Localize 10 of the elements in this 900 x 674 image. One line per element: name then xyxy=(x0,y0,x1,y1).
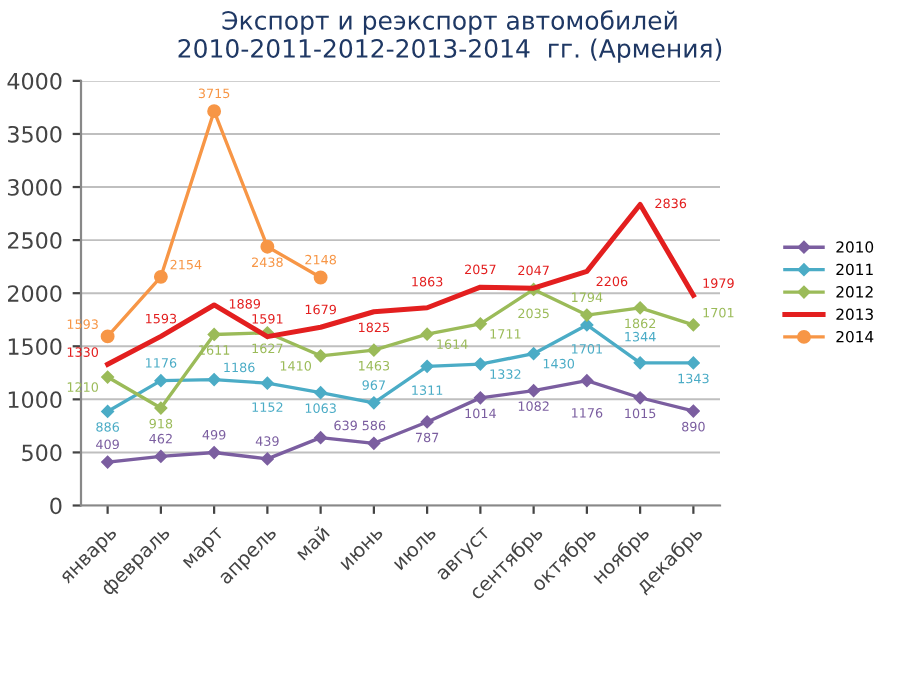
y-tick-label: 1000 xyxy=(8,391,62,409)
y-tick-label: 500 xyxy=(22,444,62,462)
chart-title: Экспорт и реэкспорт автомобилей 2010-2011-2012-2013-2014 гг. (Армения) xyxy=(178,10,722,63)
y-tick-label: 0 xyxy=(50,497,62,515)
y-tick-label: 2500 xyxy=(8,232,62,249)
y-tick-label: 4000 xyxy=(7,72,62,90)
y-tick-label: 1500 xyxy=(8,338,62,356)
y-tick-label: 3500 xyxy=(8,125,62,143)
y-tick-label: 2000 xyxy=(8,285,62,302)
y-tick-label: 3000 xyxy=(8,178,62,196)
